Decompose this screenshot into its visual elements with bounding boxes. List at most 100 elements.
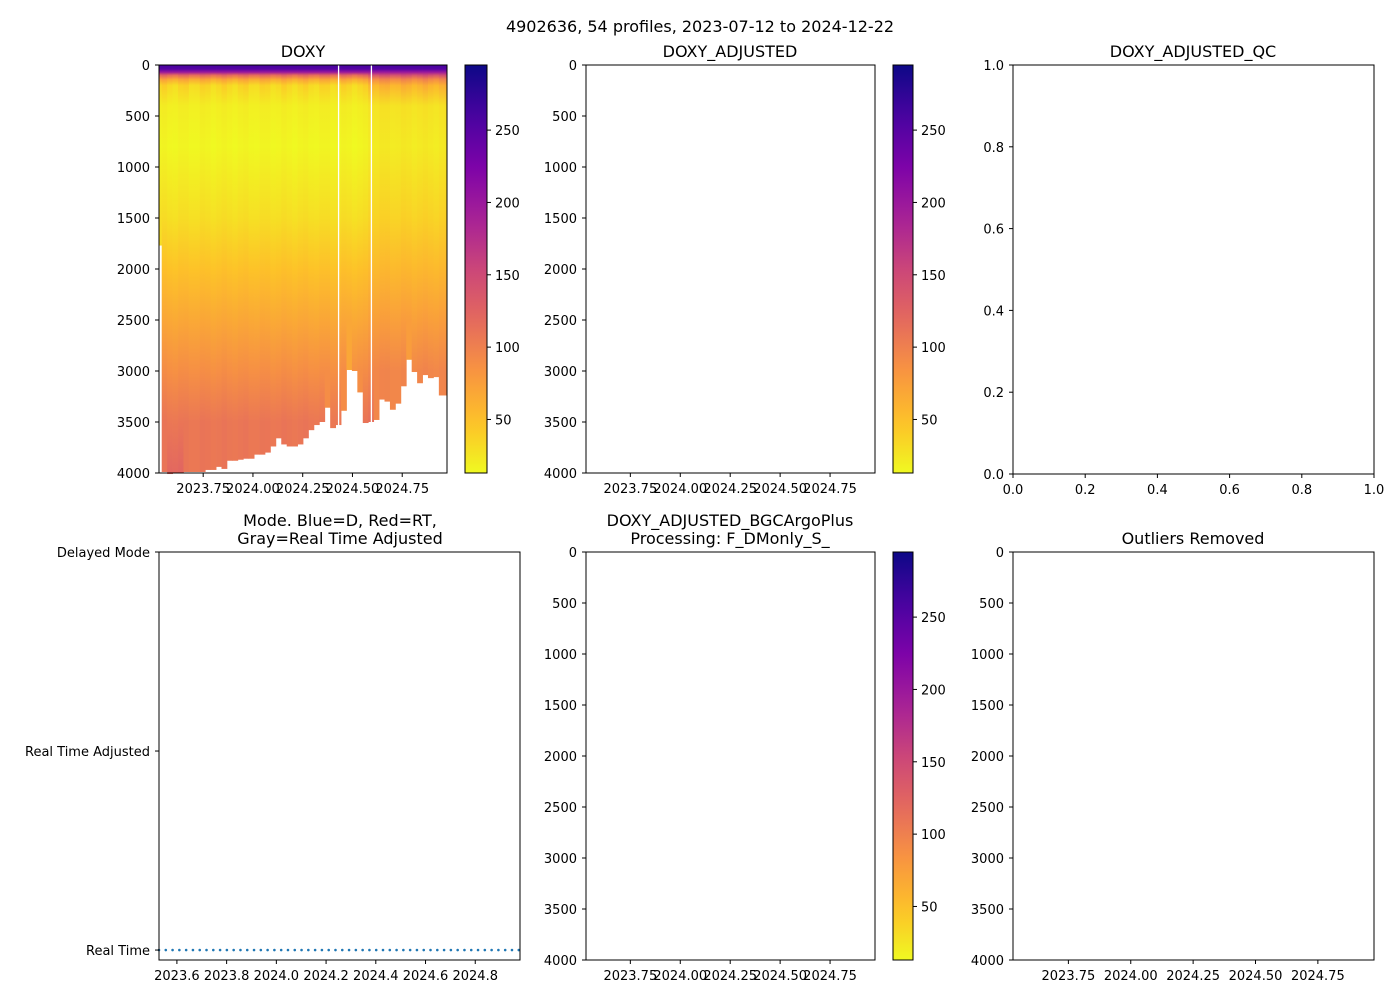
y-tick-label: 2500 <box>544 801 577 816</box>
x-tick-label: 0.8 <box>1291 483 1312 498</box>
profile-column <box>319 65 326 422</box>
y-tick-label: 0 <box>142 59 150 74</box>
x-tick-label: 2024.4 <box>353 969 399 984</box>
missing-profile-gap <box>337 65 340 473</box>
profile-column <box>221 65 228 469</box>
colorbar-tick-label: 250 <box>495 124 520 139</box>
y-tick-label: 0 <box>996 546 1004 561</box>
mode-point <box>483 948 487 952</box>
y-tick-label: Delayed Mode <box>57 546 150 561</box>
mode-point <box>293 948 297 952</box>
colorbar-tick-label: 200 <box>495 196 520 211</box>
profile-column <box>183 65 190 472</box>
panel-title: DOXY_ADJUSTED_QC <box>1110 42 1276 62</box>
profile-column <box>357 65 364 393</box>
y-tick-label: 0.4 <box>983 304 1004 319</box>
x-tick-label: 2024.00 <box>1104 969 1158 984</box>
x-tick-label: 2024.50 <box>753 482 807 497</box>
profile-column <box>254 65 260 455</box>
y-tick-label: Real Time Adjusted <box>25 745 150 760</box>
profile-column <box>232 65 239 461</box>
mode-point <box>347 948 351 952</box>
y-tick-label: 2000 <box>117 263 150 278</box>
mode-point <box>184 948 188 952</box>
y-tick-label: 1.0 <box>983 59 1004 74</box>
y-tick-label: 1500 <box>544 699 577 714</box>
y-tick-label: 2000 <box>544 750 577 765</box>
y-tick-label: 2500 <box>117 314 150 329</box>
panel-title: Processing: F_DMonly_S_ <box>630 529 830 549</box>
profile-column <box>308 65 315 431</box>
y-tick-label: 0.0 <box>983 468 1004 483</box>
profile-column <box>226 65 233 461</box>
colorbar-tick-label: 250 <box>921 611 946 626</box>
y-tick-label: 1500 <box>544 212 577 227</box>
profile-column <box>395 65 402 404</box>
profile-column <box>389 65 396 410</box>
profile-column <box>275 65 282 439</box>
mode-point <box>368 948 371 952</box>
x-tick-label: 2023.75 <box>1042 969 1096 984</box>
x-tick-label: 2024.50 <box>326 482 380 497</box>
x-tick-label: 2024.00 <box>653 969 707 984</box>
profile-column <box>438 65 445 396</box>
x-tick-label: 0.4 <box>1147 483 1168 498</box>
mode-point <box>300 948 303 952</box>
mode-point <box>198 948 202 952</box>
x-tick-label: 2024.8 <box>452 969 498 984</box>
mode-point <box>517 948 521 952</box>
mode-point <box>503 948 507 952</box>
y-tick-label: 2500 <box>544 314 577 329</box>
mode-point <box>320 948 324 952</box>
y-tick-label: 1500 <box>117 212 150 227</box>
x-tick-label: 2024.25 <box>1166 969 1220 984</box>
panel-doxy_adjusted_qc: 0.0 0.2 0.4 0.6 0.8 1.0 0.0 0.2 0.4 0.6 0.8 1.0 DOXY… <box>983 42 1384 498</box>
mode-point <box>395 948 398 952</box>
mode-point <box>422 948 426 952</box>
y-tick-label: 500 <box>552 597 577 612</box>
y-tick-label: 2500 <box>971 801 1004 816</box>
colorbar-tick-label: 150 <box>495 269 520 284</box>
x-tick-label: 2024.75 <box>375 482 429 497</box>
figure-title: 4902636, 54 profiles, 2023-07-12 to 2024… <box>506 17 894 36</box>
y-tick-label: 4000 <box>544 954 577 969</box>
y-tick-label: 3500 <box>117 416 150 431</box>
profile-column <box>194 65 201 472</box>
panel-title: DOXY_ADJUSTED <box>663 42 798 62</box>
x-tick-label: 2024.6 <box>403 969 449 984</box>
y-tick-label: 0.2 <box>983 386 1004 401</box>
x-tick-label: 2024.00 <box>226 482 280 497</box>
profile-column <box>362 65 369 424</box>
y-tick-label: 4000 <box>544 467 577 482</box>
y-tick-label: 500 <box>552 110 577 125</box>
x-tick-label: 0.6 <box>1219 483 1240 498</box>
y-tick-label: 1500 <box>971 699 1004 714</box>
y-tick-label: 3000 <box>971 852 1004 867</box>
profile-column <box>303 65 309 439</box>
colorbar: 50 100 150 200 250 <box>464 64 520 474</box>
y-tick-label: 4000 <box>117 467 150 482</box>
mode-point <box>218 948 222 952</box>
profile-column <box>243 65 250 459</box>
profile-column <box>172 65 179 473</box>
y-tick-label: 3000 <box>544 365 577 380</box>
profile-column <box>178 65 184 473</box>
colorbar-tick-label: 50 <box>921 413 938 428</box>
y-tick-label: 2000 <box>544 263 577 278</box>
colorbar-tick-label: 100 <box>495 341 520 356</box>
mode-point <box>205 948 208 952</box>
mode-point <box>252 948 256 952</box>
x-tick-label: 2023.8 <box>204 969 250 984</box>
panel-title: DOXY_ADJUSTED_BGCArgoPlus <box>607 511 854 531</box>
mode-point <box>225 948 229 952</box>
panel-title: Gray=Real Time Adjusted <box>237 529 443 548</box>
y-tick-label: 500 <box>125 110 150 125</box>
profile-column <box>346 65 353 370</box>
profile-column <box>210 65 217 470</box>
y-tick-label: Real Time <box>86 944 150 959</box>
colorbar-scale <box>892 64 914 474</box>
profile-column <box>297 65 304 445</box>
panel-mode: 2023.6 2023.8 2024.0 2024.2 2024.4 2024.6 2024… <box>25 511 521 984</box>
